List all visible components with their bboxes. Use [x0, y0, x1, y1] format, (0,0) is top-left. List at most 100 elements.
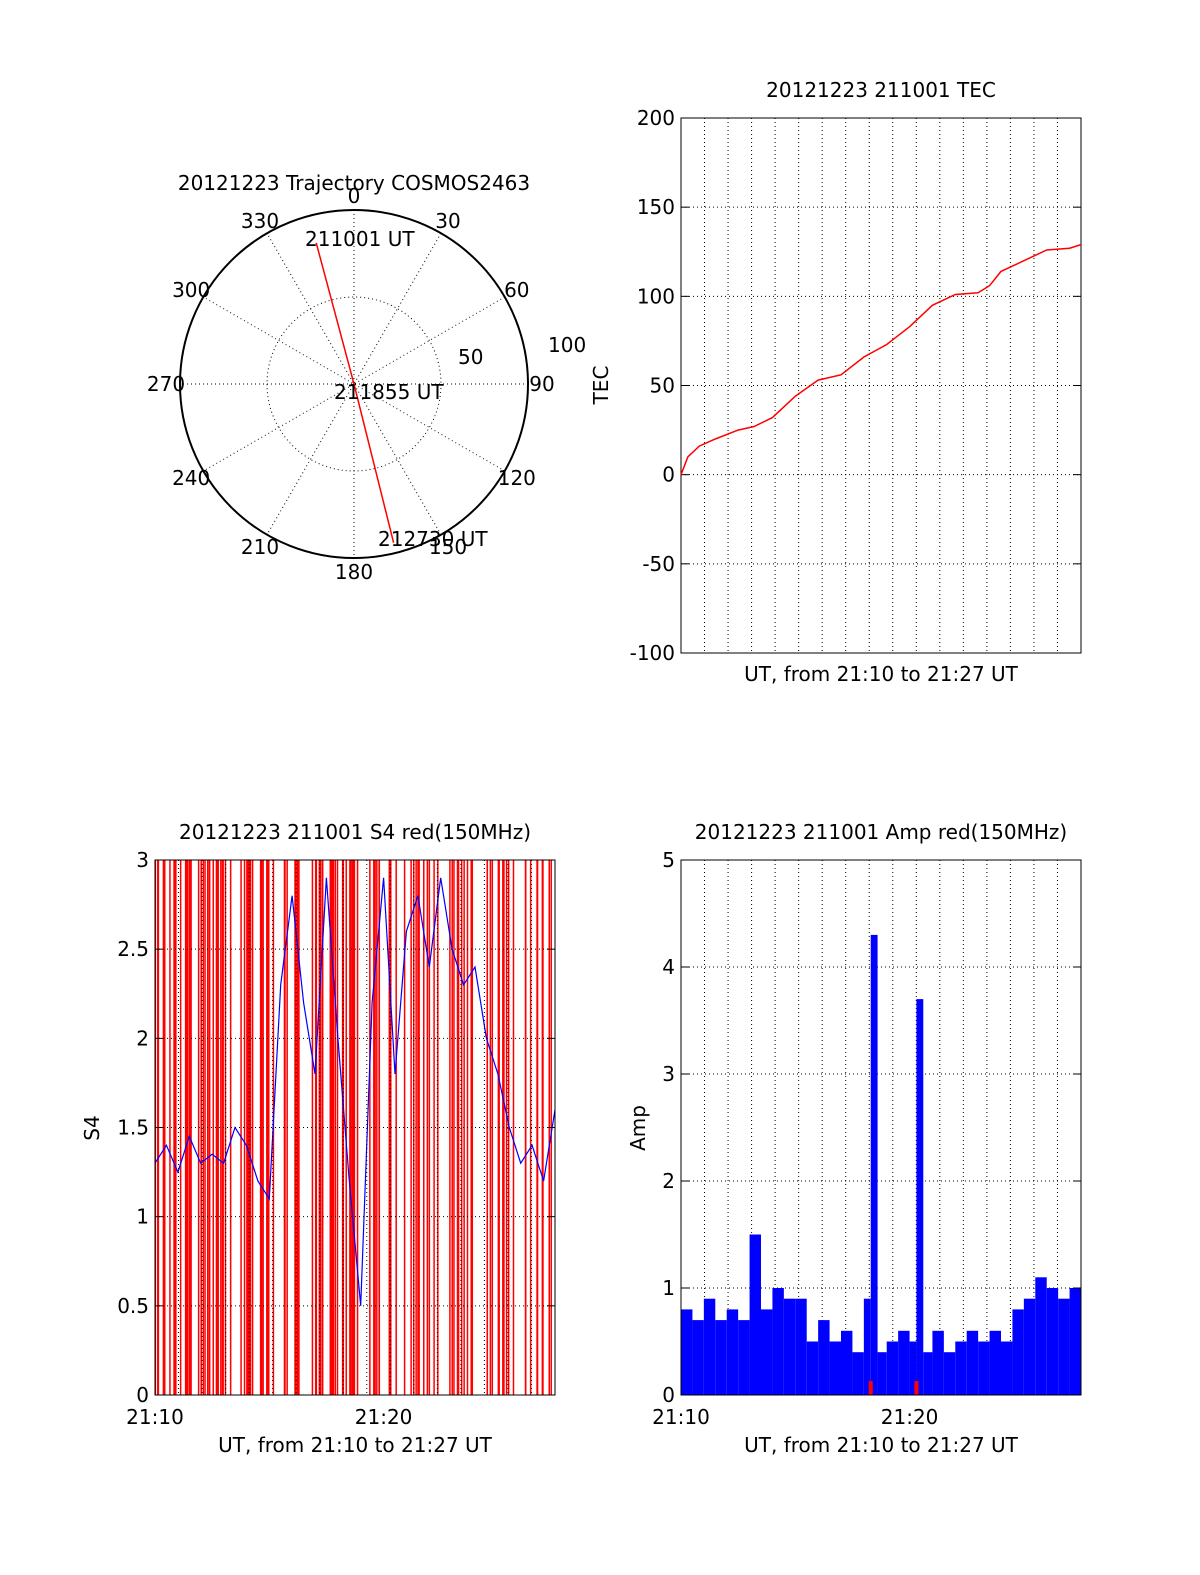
amp-bar — [749, 1234, 761, 1395]
amp-chart: 20121223 211001 Amp red(150MHz) 0 1 2 3 4 5 2… — [626, 820, 1082, 1457]
y-tick-label: 1 — [136, 1205, 149, 1229]
x-tick-label: 21:20 — [355, 1405, 413, 1429]
amp-bar — [989, 1330, 1001, 1395]
amp-y-ticks: 0 1 2 3 4 5 — [662, 848, 1081, 1407]
amp-bar — [829, 1341, 841, 1395]
x-tick-label: 21:10 — [652, 1405, 710, 1429]
x-tick-label: 21:20 — [881, 1405, 939, 1429]
s4-y-ticks: 0 0.5 1 1.5 2 2.5 3 — [117, 848, 555, 1407]
amp-bar — [1058, 1298, 1070, 1395]
s4-y-axis-label: S4 — [80, 1115, 104, 1140]
amp-bar — [1035, 1277, 1047, 1395]
y-tick-label: 2 — [662, 1169, 675, 1193]
y-tick-label: 50 — [650, 374, 675, 398]
amp-bar — [692, 1320, 704, 1395]
amp-bar — [1012, 1309, 1024, 1395]
amp-red-mark — [868, 1381, 873, 1395]
y-tick-label: 150 — [637, 195, 675, 219]
y-tick-label: 4 — [662, 955, 675, 979]
y-tick-label: 1 — [662, 1276, 675, 1300]
amp-bar — [761, 1309, 773, 1395]
polar-angle-labels: 0 30 60 90 120 150 180 210 240 270 300 330 — [147, 184, 555, 584]
amp-bar — [955, 1341, 967, 1395]
trajectory-mid-label: 211855 UT — [334, 380, 444, 404]
y-tick-label: 100 — [637, 284, 675, 308]
amp-bar — [966, 1330, 979, 1395]
s4-chart-title: 20121223 211001 S4 red(150MHz) — [179, 820, 531, 844]
polar-angle-label: 300 — [172, 278, 210, 302]
x-tick-label: 21:10 — [126, 1405, 184, 1429]
amp-bar — [795, 1298, 807, 1395]
amp-bar — [923, 1352, 933, 1395]
trajectory-line — [315, 242, 395, 543]
polar-radius-label-50: 50 — [458, 345, 483, 369]
amp-bar — [916, 999, 924, 1395]
y-tick-label: 0 — [662, 463, 675, 487]
polar-angle-label: 0 — [348, 184, 361, 208]
amp-bar — [870, 934, 878, 1395]
amp-bar — [738, 1320, 750, 1395]
polar-angle-label: 180 — [335, 560, 373, 584]
amp-bar — [1069, 1288, 1081, 1395]
amp-bar — [898, 1330, 910, 1395]
amp-bar — [818, 1320, 830, 1395]
trajectory-start-label: 211001 UT — [305, 227, 415, 251]
amp-bar — [852, 1352, 864, 1395]
polar-angle-label: 90 — [529, 372, 554, 396]
amp-bar — [1046, 1288, 1059, 1395]
s4-x-ticks: 21:10 21:20 — [126, 1405, 412, 1429]
y-tick-label: 2 — [136, 1026, 149, 1050]
amp-bar — [715, 1320, 727, 1395]
y-tick-label: -100 — [630, 641, 675, 665]
amp-plot-frame — [680, 859, 1082, 1396]
s4-x-axis-label: UT, from 21:10 to 21:27 UT — [218, 1433, 493, 1457]
amp-y-axis-label: Amp — [626, 1105, 650, 1151]
y-tick-label: 200 — [637, 106, 675, 130]
tec-grid — [681, 117, 1081, 654]
y-tick-label: 2.5 — [117, 937, 149, 961]
y-tick-label: 3 — [136, 848, 149, 872]
y-tick-label: 3 — [662, 1062, 675, 1086]
y-tick-label: 0.5 — [117, 1294, 149, 1318]
amp-chart-title: 20121223 211001 Amp red(150MHz) — [695, 820, 1067, 844]
amp-x-ticks: 21:10 21:20 — [652, 1405, 938, 1429]
amp-bar — [886, 1341, 899, 1395]
amp-bar — [863, 1298, 871, 1395]
tec-series-line — [680, 243, 1082, 475]
amp-bar — [1023, 1298, 1036, 1395]
y-tick-label: -50 — [642, 552, 675, 576]
amp-blue-series — [681, 934, 1081, 1395]
s4-blue-series-line — [154, 877, 556, 1306]
amp-bar — [772, 1288, 784, 1395]
polar-angle-label: 120 — [498, 466, 536, 490]
polar-angle-label: 240 — [172, 466, 210, 490]
polar-angle-label: 30 — [435, 209, 460, 233]
amp-red-mark — [914, 1381, 919, 1395]
amp-bar — [681, 1309, 693, 1395]
tec-chart: 20121223 211001 TEC -100-50050100150200 … — [589, 78, 1082, 686]
amp-bar — [726, 1309, 739, 1395]
amp-bar — [909, 1341, 917, 1395]
tec-x-axis-label: UT, from 21:10 to 21:27 UT — [744, 662, 1019, 686]
amp-bar — [877, 1352, 887, 1395]
amp-bar — [1001, 1341, 1013, 1395]
y-tick-label: 1.5 — [117, 1116, 149, 1140]
amp-x-axis-label: UT, from 21:10 to 21:27 UT — [744, 1433, 1019, 1457]
tec-y-ticks: -100 -50 0 50 100 150 200 — [630, 106, 1081, 665]
polar-trajectory-chart: 20121223 Trajectory COSMOS2463 0 30 60 90 12… — [147, 171, 586, 584]
y-tick-label: 0 — [136, 1383, 149, 1407]
polar-angle-label: 210 — [241, 535, 279, 559]
polar-angle-label: 60 — [504, 278, 529, 302]
polar-angle-label: 150 — [429, 535, 467, 559]
y-tick-label: 0 — [662, 1383, 675, 1407]
amp-bar — [783, 1298, 796, 1395]
amp-bar — [978, 1341, 990, 1395]
s4-chart: 20121223 211001 S4 red(150MHz) 0 0.5 1 1.5 2… — [80, 820, 556, 1457]
amp-bar — [703, 1298, 716, 1395]
polar-angle-label: 330 — [241, 209, 279, 233]
amp-bar — [806, 1341, 819, 1395]
tec-chart-title: 20121223 211001 TEC — [766, 78, 996, 102]
amp-bar — [932, 1330, 944, 1395]
polar-radius-label-100: 100 — [548, 333, 586, 357]
